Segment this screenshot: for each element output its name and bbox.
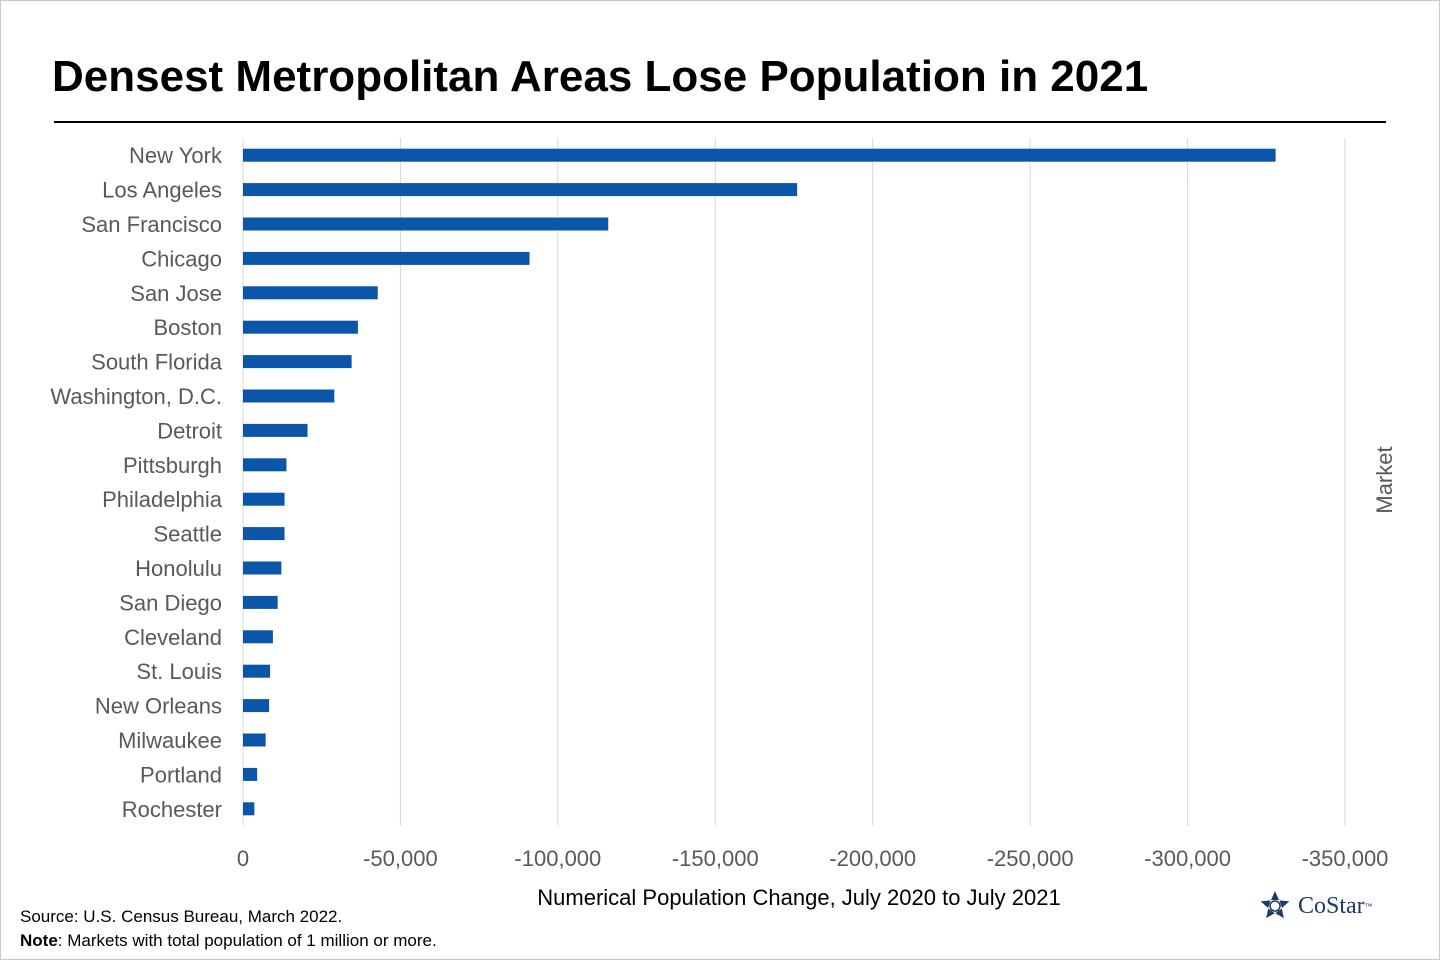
bar-los-angeles <box>243 183 798 197</box>
bar-detroit <box>243 423 308 437</box>
bar-san-jose <box>243 286 378 300</box>
note-label: Note <box>20 931 58 950</box>
bar-chicago <box>243 251 530 265</box>
bar-boston <box>243 320 358 334</box>
y-axis-title: Market <box>1372 446 1397 513</box>
title-rule <box>54 121 1386 123</box>
x-tick-label: -350,000 <box>1302 846 1389 871</box>
category-label-chicago: Chicago <box>141 246 222 271</box>
category-label-st-louis: St. Louis <box>136 659 222 684</box>
bar-rochester <box>243 802 255 816</box>
category-label-san-jose: San Jose <box>130 281 222 306</box>
category-label-washington-d-c: Washington, D.C. <box>50 384 222 409</box>
category-label-cleveland: Cleveland <box>124 625 222 650</box>
note-text: : Markets with total population of 1 mil… <box>57 931 437 950</box>
source-note: Source: U.S. Census Bureau, March 2022. <box>20 907 343 926</box>
x-tick-label: -150,000 <box>672 846 759 871</box>
category-label-boston: Boston <box>154 315 223 340</box>
category-label-pittsburgh: Pittsburgh <box>123 453 222 478</box>
bar-portland <box>243 767 258 781</box>
bar-new-york <box>243 148 1276 162</box>
category-label-new-orleans: New Orleans <box>95 694 222 719</box>
x-tick-label: -300,000 <box>1144 846 1231 871</box>
category-label-detroit: Detroit <box>157 418 222 443</box>
chart-title: Densest Metropolitan Areas Lose Populati… <box>52 52 1149 101</box>
gridlines <box>242 138 1346 826</box>
bar-south-florida <box>243 355 352 369</box>
bar-philadelphia <box>243 492 285 506</box>
bars <box>243 148 1276 816</box>
x-tick-label: -100,000 <box>514 846 601 871</box>
bar-washington-d-c <box>243 389 335 403</box>
x-tick-label: -200,000 <box>829 846 916 871</box>
costar-star-icon <box>1260 891 1290 919</box>
bar-st-louis <box>243 664 271 678</box>
tick-labels: 0 -50,000 -100,000 -150,000 -200,000 -250,000… <box>237 846 1389 871</box>
category-label-philadelphia: Philadelphia <box>102 487 223 512</box>
x-tick-label: -250,000 <box>987 846 1074 871</box>
category-label-san-francisco: San Francisco <box>81 212 222 237</box>
x-tick-label: -50,000 <box>363 846 438 871</box>
category-label-south-florida: South Florida <box>91 350 223 375</box>
bar-san-diego <box>243 595 278 609</box>
category-label-seattle: Seattle <box>154 522 223 547</box>
x-tick-label: 0 <box>237 846 249 871</box>
category-label-san-diego: San Diego <box>119 590 222 615</box>
category-label-portland: Portland <box>140 762 222 787</box>
x-axis-title: Numerical Population Change, July 2020 t… <box>537 885 1060 910</box>
bar-honolulu <box>243 561 282 575</box>
costar-logo: CoStar ™ <box>1258 888 1373 924</box>
bar-seattle <box>243 527 285 541</box>
category-labels: New York Los Angeles San Francisco Chicago S… <box>50 143 223 822</box>
bar-pittsburgh <box>243 458 287 472</box>
costar-logo-text: CoStar <box>1298 892 1365 919</box>
category-label-milwaukee: Milwaukee <box>118 728 222 753</box>
costar-logo-tm: ™ <box>1364 901 1373 911</box>
category-label-new-york: New York <box>129 143 223 168</box>
bar-cleveland <box>243 630 273 644</box>
bar-milwaukee <box>243 733 266 747</box>
footnote: Note: Markets with total population of 1… <box>20 931 437 951</box>
bar-san-francisco <box>243 217 609 231</box>
category-label-rochester: Rochester <box>122 797 222 822</box>
category-label-los-angeles: Los Angeles <box>102 178 222 203</box>
bar-new-orleans <box>243 699 270 713</box>
category-label-honolulu: Honolulu <box>135 556 222 581</box>
